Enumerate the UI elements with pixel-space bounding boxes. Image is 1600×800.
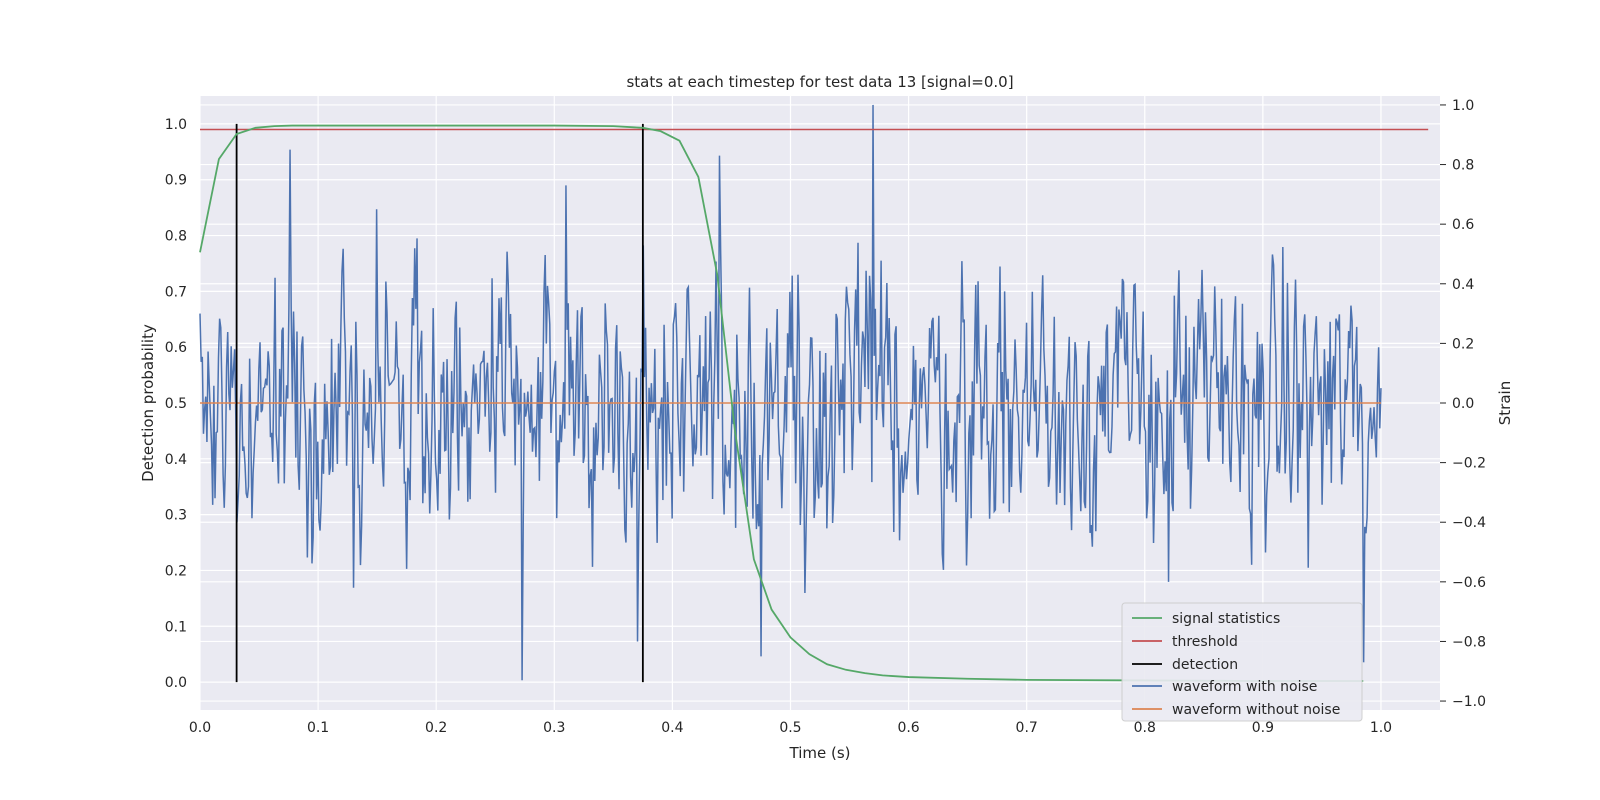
x-tick-label: 0.2 [425, 720, 447, 736]
y-left-tick-label: 0.7 [165, 284, 187, 300]
y-left-tick-label: 0.6 [165, 340, 187, 356]
x-tick-label: 0.0 [189, 720, 211, 736]
x-tick-label: 0.5 [779, 720, 801, 736]
chart-title: stats at each timestep for test data 13 … [626, 73, 1013, 91]
y-right-tick-label: −1.0 [1452, 694, 1486, 710]
x-tick-label: 1.0 [1370, 720, 1392, 736]
legend-box [1121, 602, 1363, 722]
y-right-tick-label: −0.4 [1452, 515, 1486, 531]
x-axis-label: Time (s) [789, 744, 851, 762]
y-right-tick-label: 0.0 [1452, 396, 1474, 412]
series-signal-statistics [199, 124, 1364, 682]
y-left-tick-labels: 0.0 0.1 0.2 0.3 0.4 0.5 0.6 0.7 0.8 0.9 1.0 [165, 117, 187, 691]
y-left-tick-label: 0.8 [165, 229, 187, 245]
x-tick-label: 0.1 [307, 720, 329, 736]
y-axis-label-left: Detection probability [139, 324, 157, 482]
y-right-tick-label: 0.2 [1452, 336, 1474, 352]
x-tick-label: 0.6 [897, 720, 919, 736]
x-tick-label: 0.4 [661, 720, 683, 736]
legend-label-signal-statistics: signal statistics [1172, 611, 1280, 627]
x-tick-label: 0.8 [1134, 720, 1156, 736]
x-tick-label: 0.9 [1252, 720, 1274, 736]
y-left-tick-label: 0.0 [165, 675, 187, 691]
legend-label-waveform-without-noise: waveform without noise [1172, 702, 1340, 718]
y-right-tick-label: −0.6 [1452, 575, 1486, 591]
legend-label-detection: detection [1172, 657, 1238, 673]
y-left-tick-label: 0.4 [165, 452, 187, 468]
x-tick-label: 0.3 [543, 720, 565, 736]
x-tick-label: 0.7 [1016, 720, 1038, 736]
y-right-tick-label: 1.0 [1452, 98, 1474, 114]
series-waveform-with-noise [199, 104, 1382, 681]
y-left-tick-label: 0.3 [165, 508, 187, 524]
data-layer [199, 104, 1429, 683]
y-left-tick-label: 0.5 [165, 396, 187, 412]
y-right-tick-label: −0.2 [1452, 456, 1486, 472]
x-tick-labels: 0.0 0.1 0.2 0.3 0.4 0.5 0.6 0.7 0.8 0.9 1.0 [189, 720, 1392, 736]
legend: signal statistics threshold detection wa… [1121, 602, 1363, 722]
y-right-tick-label: 0.8 [1452, 158, 1474, 174]
y-right-tick-labels: −1.0 −0.8 −0.6 −0.4 −0.2 0.0 0.2 0.4 0.6 0.8 1.0 [1440, 98, 1486, 710]
y-left-tick-label: 0.1 [165, 619, 187, 635]
y-right-tick-label: −0.8 [1452, 634, 1486, 650]
y-left-tick-label: 0.9 [165, 173, 187, 189]
y-axis-label-right: Strain [1496, 381, 1514, 425]
y-left-tick-label: 0.2 [165, 563, 187, 579]
y-left-tick-label: 1.0 [165, 117, 187, 133]
y-right-tick-label: 0.4 [1452, 277, 1474, 293]
legend-label-threshold: threshold [1172, 634, 1238, 650]
y-right-tick-label: 0.6 [1452, 217, 1474, 233]
legend-label-waveform-with-noise: waveform with noise [1172, 679, 1317, 695]
